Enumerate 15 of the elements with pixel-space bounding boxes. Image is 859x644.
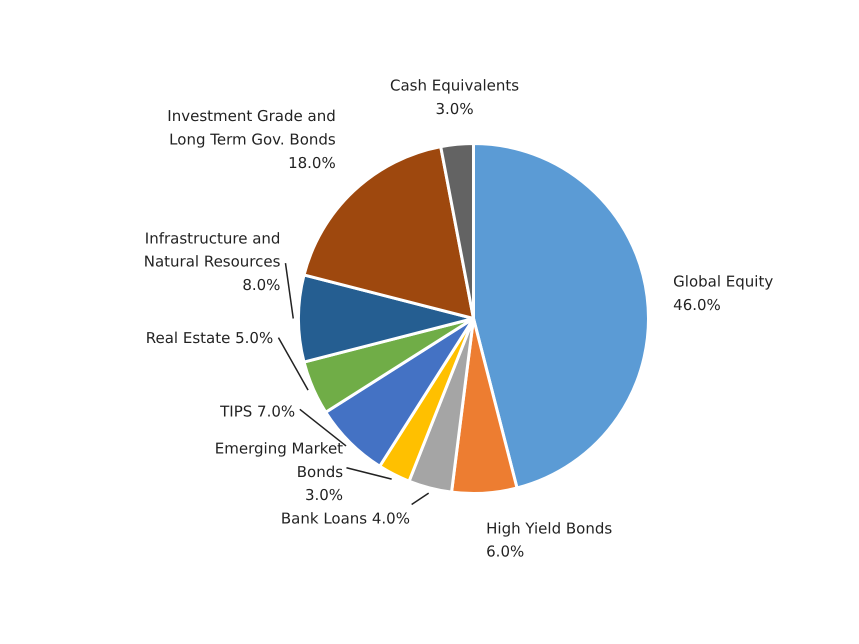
slice-label: Emerging Market Bonds bbox=[214, 439, 344, 481]
data-label: 18.0% bbox=[288, 154, 336, 172]
slice-label: Bank Loans 4.0% bbox=[280, 509, 410, 528]
slice-label: Cash Equivalents bbox=[390, 76, 520, 95]
slice-label: Global Equity bbox=[673, 272, 774, 291]
slice-label: Investment Grade and Long Term Gov. Bonds bbox=[167, 106, 336, 148]
slice-label: Infrastructure and Natural Resources bbox=[144, 229, 281, 271]
slice-label: High Yield Bonds bbox=[486, 519, 612, 538]
data-label: 3.0% bbox=[304, 486, 344, 504]
data-label: 8.0% bbox=[242, 276, 280, 294]
slice-label: Real Estate 5.0% bbox=[146, 329, 274, 348]
data-label: 46.0% bbox=[673, 296, 721, 314]
slice-label: TIPS 7.0% bbox=[219, 402, 296, 421]
data-label: 3.0% bbox=[436, 100, 474, 118]
data-label: 6.0% bbox=[486, 542, 524, 561]
